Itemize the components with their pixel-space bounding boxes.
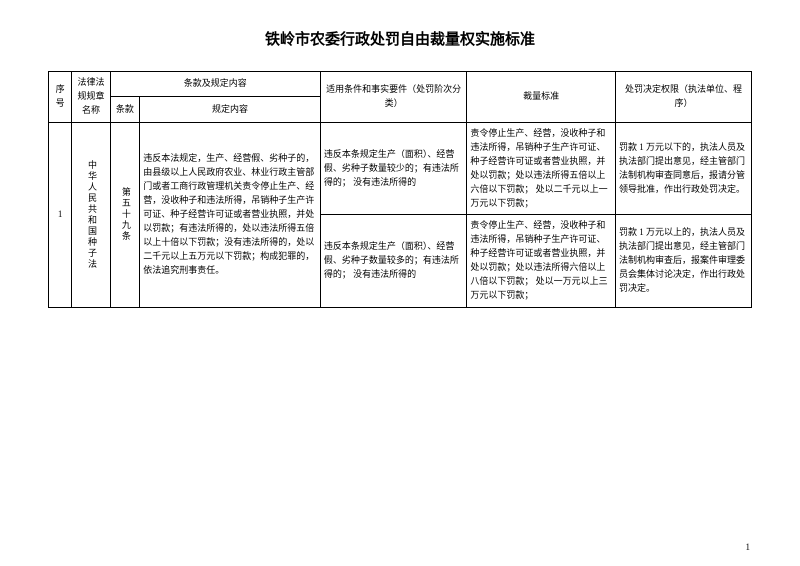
cell-conditions-0: 违反本条规定生产（面积）、经营假、劣种子数量较少的；有违法所得的； 没有违法所得… bbox=[320, 122, 467, 215]
col-clause: 条款 bbox=[110, 97, 140, 122]
col-conditions: 适用条件和事实要件（处罚阶次分类） bbox=[320, 72, 467, 123]
cell-seq: 1 bbox=[49, 122, 72, 307]
cell-clause: 第五十九条 bbox=[110, 122, 140, 307]
col-standard: 裁量标准 bbox=[467, 72, 616, 123]
cell-authority-0: 罚款 1 万元以下的，执法人员及执法部门提出意见，经主管部门法制机构审查同意后，… bbox=[616, 122, 752, 215]
col-law: 法律法规规章名称 bbox=[72, 72, 110, 123]
col-seq: 序号 bbox=[49, 72, 72, 123]
table-header-row: 序号 法律法规规章名称 条款及规定内容 适用条件和事实要件（处罚阶次分类） 裁量… bbox=[49, 72, 752, 97]
cell-standard-1: 责令停止生产、经营，没收种子和违法所得，吊销种子生产许可证、种子经营许可证或者营… bbox=[467, 215, 616, 308]
standards-table: 序号 法律法规规章名称 条款及规定内容 适用条件和事实要件（处罚阶次分类） 裁量… bbox=[48, 71, 752, 308]
table-row: 1 中华人民共和国种子法 第五十九条 违反本法规定，生产、经营假、劣种子的，由县… bbox=[49, 122, 752, 215]
cell-content: 违反本法规定，生产、经营假、劣种子的，由县级以上人民政府农业、林业行政主管部门或… bbox=[140, 122, 321, 307]
page-number: 1 bbox=[746, 542, 751, 552]
cell-conditions-1: 违反本条规定生产（面积）、经营假、劣种子数量较多的；有违法所得的； 没有违法所得… bbox=[320, 215, 467, 308]
cell-standard-0: 责令停止生产、经营，没收种子和违法所得，吊销种子生产许可证、种子经营许可证或者营… bbox=[467, 122, 616, 215]
col-authority: 处罚决定权限（执法单位、程序） bbox=[616, 72, 752, 123]
page-title: 铁岭市农委行政处罚自由裁量权实施标准 bbox=[48, 28, 752, 49]
cell-authority-1: 罚款 1 万元以上的，执法人员及执法部门提出意见，经主管部门法制机构审查后，报案… bbox=[616, 215, 752, 308]
col-clause-group: 条款及规定内容 bbox=[110, 72, 320, 97]
col-content: 规定内容 bbox=[140, 97, 321, 122]
cell-law: 中华人民共和国种子法 bbox=[72, 122, 110, 307]
